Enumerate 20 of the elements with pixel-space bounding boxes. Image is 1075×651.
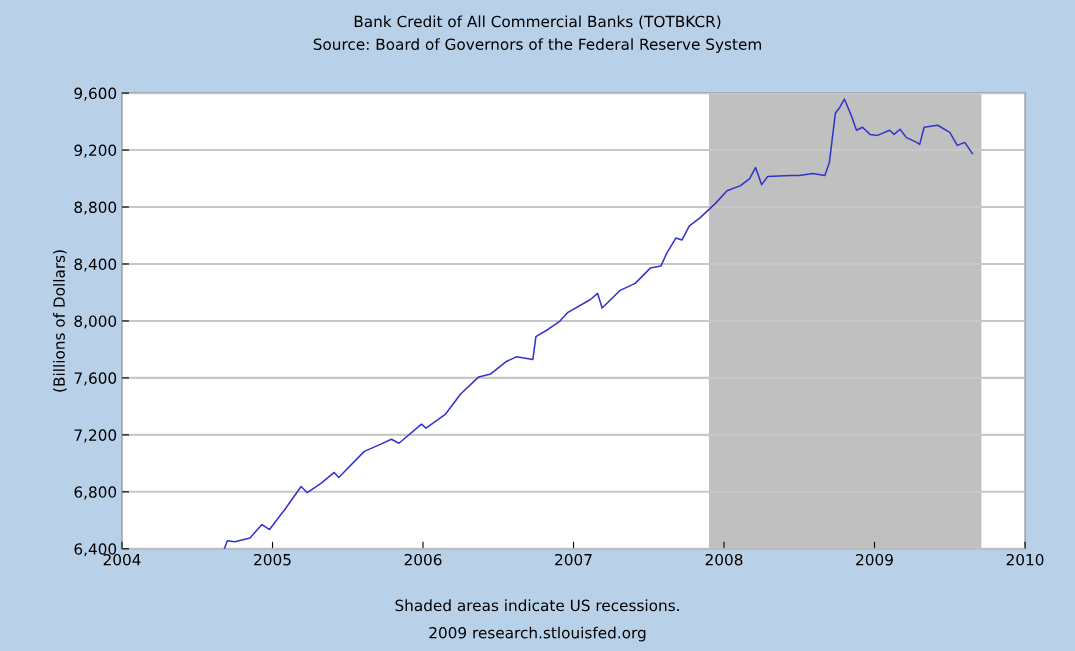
x-tick-label: 2006 — [404, 553, 442, 566]
y-axis-title: (Billions of Dollars) — [53, 250, 67, 392]
y-tick-label: 7,200 — [74, 429, 117, 443]
x-tick-label: 2009 — [856, 553, 893, 566]
y-tick-label: 6,800 — [74, 486, 117, 500]
x-tick-label: 2008 — [705, 553, 743, 566]
x-tick-label: 2005 — [254, 553, 291, 566]
text: Shaded areas indicate US recessions. — [395, 599, 679, 612]
y-tick-label: 8,800 — [74, 201, 117, 215]
y-tick-label: 9,600 — [74, 87, 117, 101]
chart-subtitle: Source: Board of Governors of the Federal Reserve System — [313, 38, 761, 53]
y-tick-label: 7,600 — [74, 372, 117, 386]
x-tick-label: 2007 — [555, 553, 592, 566]
y-tick-label: 8,000 — [74, 315, 117, 329]
y-tick-label: 9,200 — [74, 144, 117, 158]
line-series — [223, 98, 974, 549]
x-tick-label: 2010 — [1006, 553, 1044, 566]
y-tick-label: 8,400 — [74, 258, 117, 272]
text: 2009 research.stlouisfed.org — [429, 626, 646, 642]
chart-title: Bank Credit of All Commercial Banks (TOTBKCR) — [354, 15, 721, 30]
